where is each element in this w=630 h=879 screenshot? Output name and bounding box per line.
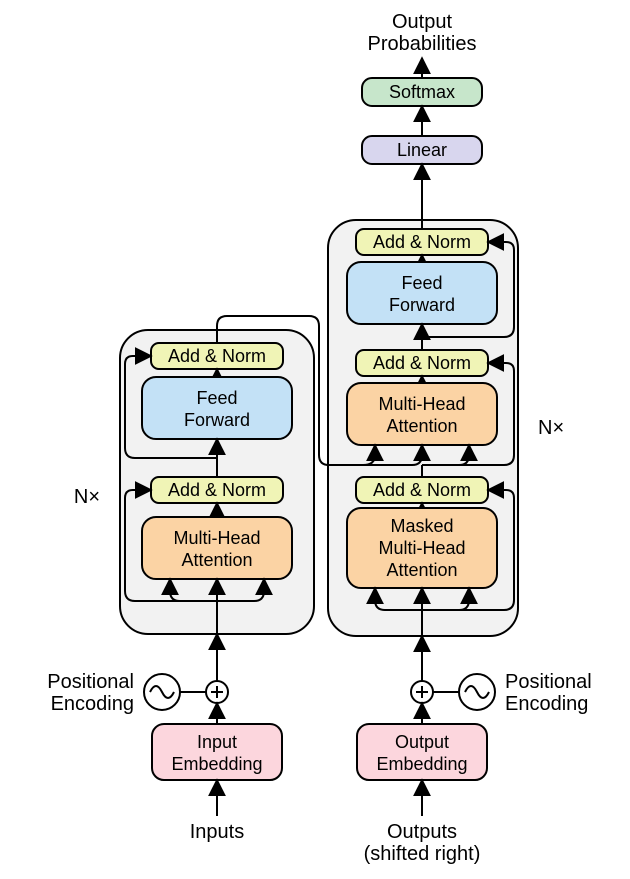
svg-text:Masked: Masked xyxy=(390,516,453,536)
svg-text:Output: Output xyxy=(395,732,449,752)
svg-text:Feed: Feed xyxy=(401,273,442,293)
linear-block: Linear xyxy=(362,136,482,164)
svg-text:Forward: Forward xyxy=(184,410,250,430)
decoder-pos-add xyxy=(411,681,433,703)
decoder-addnorm-1: Add & Norm xyxy=(356,477,488,503)
svg-text:Forward: Forward xyxy=(389,295,455,315)
decoder-addnorm-3: Add & Norm xyxy=(356,229,488,255)
encoder-addnorm-2: Add & Norm xyxy=(151,343,283,369)
svg-text:N×: N× xyxy=(538,417,564,439)
input-embedding: InputEmbedding xyxy=(152,724,282,780)
svg-text:Multi-Head: Multi-Head xyxy=(173,528,260,548)
svg-text:Add & Norm: Add & Norm xyxy=(373,353,471,373)
svg-text:Encoding: Encoding xyxy=(505,693,588,715)
svg-text:Encoding: Encoding xyxy=(51,693,134,715)
svg-text:Input: Input xyxy=(197,732,237,752)
svg-text:Add & Norm: Add & Norm xyxy=(373,232,471,252)
decoder-masked-attention: MaskedMulti-HeadAttention xyxy=(347,508,497,588)
encoder-addnorm-1: Add & Norm xyxy=(151,477,283,503)
svg-text:Attention: Attention xyxy=(181,550,252,570)
svg-text:Outputs: Outputs xyxy=(387,821,457,843)
svg-text:Multi-Head: Multi-Head xyxy=(378,394,465,414)
decoder-feedforward: FeedForward xyxy=(347,262,497,324)
svg-text:Multi-Head: Multi-Head xyxy=(378,538,465,558)
svg-text:(shifted right): (shifted right) xyxy=(364,843,481,865)
svg-text:Embedding: Embedding xyxy=(376,754,467,774)
svg-text:Probabilities: Probabilities xyxy=(368,33,477,55)
decoder-addnorm-2: Add & Norm xyxy=(356,350,488,376)
encoder-pos-enc-icon xyxy=(144,674,180,710)
svg-text:Add & Norm: Add & Norm xyxy=(168,346,266,366)
svg-text:Inputs: Inputs xyxy=(190,821,244,843)
output-embedding: OutputEmbedding xyxy=(357,724,487,780)
svg-text:Linear: Linear xyxy=(397,140,447,160)
decoder-cross-attention: Multi-HeadAttention xyxy=(347,383,497,445)
encoder-feedforward: FeedForward xyxy=(142,377,292,439)
svg-text:Softmax: Softmax xyxy=(389,82,455,102)
svg-text:Positional: Positional xyxy=(505,671,592,693)
svg-text:N×: N× xyxy=(74,486,100,508)
encoder-pos-add xyxy=(206,681,228,703)
decoder-pos-enc-icon xyxy=(459,674,495,710)
svg-text:Positional: Positional xyxy=(47,671,134,693)
encoder-self-attention: Multi-HeadAttention xyxy=(142,517,292,579)
svg-text:Embedding: Embedding xyxy=(171,754,262,774)
softmax-block: Softmax xyxy=(362,78,482,106)
svg-text:Attention: Attention xyxy=(386,416,457,436)
svg-text:Output: Output xyxy=(392,11,452,33)
svg-text:Attention: Attention xyxy=(386,560,457,580)
svg-text:Add & Norm: Add & Norm xyxy=(373,480,471,500)
svg-text:Add & Norm: Add & Norm xyxy=(168,480,266,500)
svg-text:Feed: Feed xyxy=(196,388,237,408)
